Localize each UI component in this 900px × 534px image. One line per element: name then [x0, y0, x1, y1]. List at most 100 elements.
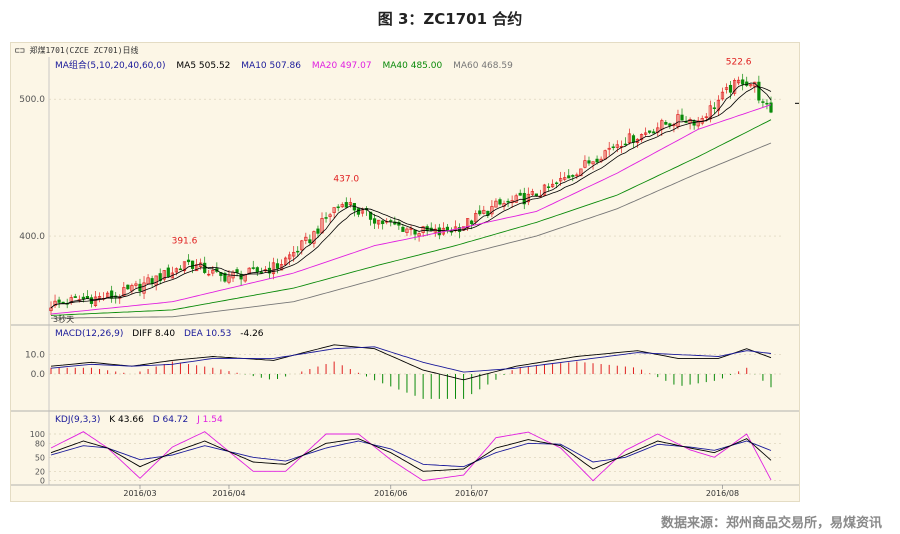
ma60-line	[50, 142, 772, 319]
candle-body	[308, 239, 312, 244]
candle-body	[579, 168, 583, 177]
candle-body	[421, 226, 425, 233]
ma-legend-name: MA组合(5,10,20,40,60,0)	[55, 61, 166, 71]
kdj-legend: KDJ(9,3,3) K 43.66 D 64.72 J 1.54	[55, 415, 229, 425]
candle-body	[223, 272, 227, 282]
candle-body	[478, 210, 482, 215]
candle-body	[348, 202, 352, 206]
candle-body	[389, 220, 393, 222]
ma20-legend: MA20 497.07	[311, 61, 372, 71]
x-tick-label: 2016/04	[212, 489, 245, 498]
candle-body	[61, 301, 65, 304]
candle-body	[73, 296, 77, 298]
candle-body	[126, 284, 130, 290]
kdj-tick-label: 20	[35, 467, 45, 476]
candle-body	[559, 178, 563, 182]
kdj-j-legend: J 1.54	[197, 415, 223, 425]
kdj-tick-label: 0	[40, 477, 45, 486]
candle-body	[530, 191, 534, 195]
candle-body	[255, 267, 259, 273]
candle-body	[122, 287, 126, 297]
candle-body	[607, 147, 611, 150]
candle-body	[648, 130, 652, 133]
candle-body	[631, 135, 636, 143]
candle-body	[377, 219, 381, 225]
candle-body	[639, 134, 644, 141]
macd-tick-label: 0.0	[31, 370, 46, 380]
x-tick-label: 2016/03	[123, 489, 156, 498]
candle-body	[81, 296, 85, 300]
kdj-d-line	[50, 440, 772, 468]
candle-body	[300, 240, 304, 251]
candle-body	[288, 254, 292, 260]
macd-legend-name: MACD(12,26,9)	[55, 329, 124, 339]
kdj-tick-label: 80	[35, 439, 45, 448]
candle-body	[652, 131, 656, 134]
candle-body	[732, 80, 737, 94]
candle-body	[482, 209, 486, 214]
candle-body	[170, 272, 174, 279]
candle-body	[368, 211, 373, 220]
x-tick-label: 2016/06	[374, 489, 407, 498]
candle-body	[195, 264, 199, 272]
macd-dea-legend: DEA 10.53	[183, 329, 232, 339]
candle-body	[765, 102, 769, 105]
ma10-line	[50, 86, 772, 309]
panel-header-text: 郑煤1701(CZCE ZC701)日线	[29, 46, 139, 55]
candle-body	[142, 282, 146, 294]
candle-body	[328, 214, 332, 217]
candle-body	[150, 278, 154, 285]
candle-body	[344, 202, 348, 208]
candle-body	[437, 227, 441, 236]
candle-body	[356, 208, 361, 215]
candle-body	[546, 186, 551, 188]
price-tick-label: 400.0	[19, 232, 45, 242]
candle-body	[555, 182, 559, 185]
macd-diff-legend: DIFF 8.40	[132, 329, 176, 339]
candle-body	[712, 107, 716, 109]
candle-body	[316, 228, 320, 234]
candle-body	[591, 161, 595, 165]
candle-body	[737, 79, 741, 84]
candle-body	[749, 84, 753, 87]
candle-body	[680, 114, 684, 121]
candle-body	[724, 87, 729, 90]
kdj-tick-label: 50	[35, 453, 45, 462]
candle-body	[704, 116, 708, 119]
price-tick-label: 500.0	[19, 95, 45, 105]
candle-body	[57, 299, 61, 303]
price-high-annotation: 522.6	[726, 57, 752, 67]
ma60-legend: MA60 468.59	[453, 61, 513, 71]
ma5-legend: MA5 505.52	[176, 61, 231, 71]
figure-title: 图 3：ZC1701 合约	[377, 10, 523, 28]
candle-body	[304, 236, 308, 241]
candle-body	[587, 160, 591, 164]
candle-body	[494, 200, 498, 208]
candle-body	[571, 175, 575, 177]
ma10-legend: MA10 507.86	[241, 61, 301, 71]
candle-body	[575, 174, 579, 177]
kdj-legend-name: KDJ(9,3,3)	[55, 415, 101, 425]
candle-body	[106, 292, 110, 298]
candle-body	[542, 184, 547, 196]
candle-body	[174, 268, 178, 273]
candle-body	[49, 307, 53, 312]
candle-body	[275, 263, 280, 269]
macd-value-legend: -4.26	[240, 329, 264, 339]
kdj-k-legend: K 43.66	[109, 415, 144, 425]
candle-body	[514, 195, 518, 203]
period-label: 3秒天	[53, 314, 74, 324]
candle-body	[506, 200, 510, 203]
candle-body	[490, 206, 494, 215]
panel-header: ⊏⊐ 郑煤1701(CZCE ZC701)日线	[15, 46, 139, 55]
candle-body	[518, 192, 522, 196]
candle-body	[534, 193, 538, 197]
macd-legend: MACD(12,26,9) DIFF 8.40 DEA 10.53 -4.26	[55, 329, 270, 339]
candle-body	[186, 259, 191, 263]
candle-body	[409, 228, 413, 230]
candle-body	[595, 158, 599, 163]
candle-body	[158, 273, 162, 282]
candle-body	[292, 251, 296, 257]
kdj-d-legend: D 64.72	[152, 415, 189, 425]
candle-body	[401, 226, 405, 232]
